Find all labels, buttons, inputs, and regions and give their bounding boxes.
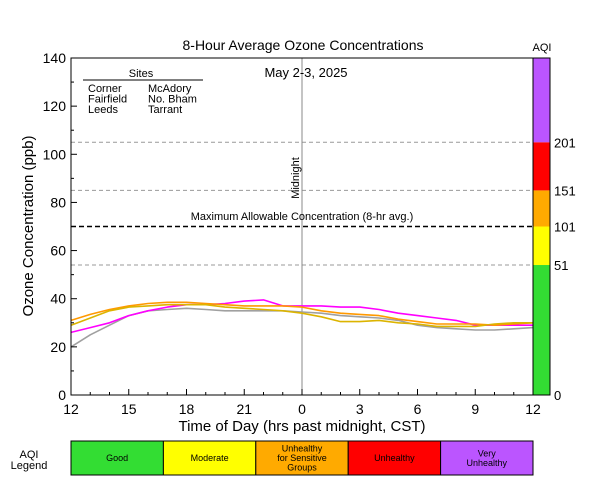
aqi-legend-label: Moderate: [191, 453, 229, 463]
x-tick-label: 21: [236, 401, 252, 417]
aqi-legend-label: Unhealthy: [282, 444, 323, 454]
aqi-legend-swatch: [162, 440, 257, 476]
x-tick-label: 18: [179, 401, 195, 417]
aqi-bar-label: 0: [554, 388, 561, 403]
legend-entry: Fairfield: [88, 94, 127, 106]
x-tick-label: 9: [471, 401, 479, 417]
midnight-label: Midnight: [290, 157, 302, 199]
aqi-legend-swatch: [70, 440, 164, 476]
aqi-bar-segment: [533, 142, 550, 191]
x-tick-label: 12: [525, 401, 541, 417]
legend-entry: Tarrant: [148, 104, 182, 116]
legend-entry: Corner: [88, 83, 122, 95]
aqi-bar-title: AQI: [533, 42, 552, 54]
aqi-legend-swatch: [347, 440, 442, 476]
x-tick-label: 15: [121, 401, 137, 417]
aqi-bar-label: 151: [554, 183, 576, 198]
y-tick-label: 60: [50, 243, 66, 259]
aqi-bar-segment: [533, 190, 550, 227]
aqi-bar-segment: [533, 265, 550, 395]
legend-entry: McAdory: [148, 83, 192, 95]
legend-title: Sites: [129, 68, 154, 80]
x-tick-label: 0: [298, 401, 306, 417]
y-tick-label: 100: [43, 146, 67, 162]
aqi-bar-label: 51: [554, 258, 568, 273]
aqi-legend-label: Unhealthy: [467, 458, 508, 468]
aqi-bar-frame: [532, 57, 551, 396]
aqi-bar-segment: [533, 226, 550, 266]
aqi-legend-swatch: [255, 440, 349, 476]
y-tick-label: 80: [50, 194, 66, 210]
legend-entry: Leeds: [88, 104, 118, 116]
max-allowable-label: Maximum Allowable Concentration (8-hr av…: [191, 211, 414, 223]
aqi-legend-label: Unhealthy: [374, 453, 415, 463]
aqi-legend-label: Good: [106, 453, 128, 463]
aqi-legend-label: for Sensitive: [277, 453, 327, 463]
aqi-legend-title: AQI: [20, 449, 39, 461]
y-tick-label: 20: [50, 339, 66, 355]
series-line-tarrant: [70, 303, 533, 328]
chart-subtitle: May 2-3, 2025: [264, 65, 347, 80]
x-tick-label: 3: [356, 401, 364, 417]
legend-entry: No. Bham: [148, 94, 197, 106]
y-tick-label: 0: [58, 387, 66, 403]
aqi-bar-segment: [533, 58, 550, 143]
aqi-legend-label: Very: [478, 448, 497, 458]
aqi-bar-label: 201: [554, 135, 576, 150]
series-line-no-bham: [70, 301, 534, 327]
series-line-mcadory: [70, 299, 533, 334]
y-axis-title: Ozone Concentration (ppb): [20, 136, 37, 317]
y-tick-label: 120: [43, 98, 67, 114]
aqi-legend-label: Groups: [287, 463, 317, 473]
y-tick-label: 140: [43, 50, 67, 66]
x-tick-label: 12: [63, 401, 79, 417]
aqi-bar-label: 101: [554, 220, 576, 235]
x-tick-label: 6: [414, 401, 422, 417]
aqi-legend-swatch: [440, 440, 534, 476]
y-tick-label: 40: [50, 291, 66, 307]
chart-title: 8-Hour Average Ozone Concentrations: [183, 37, 424, 53]
x-axis-title: Time of Day (hrs past midnight, CST): [178, 418, 425, 435]
aqi-legend-title: Legend: [11, 460, 48, 472]
